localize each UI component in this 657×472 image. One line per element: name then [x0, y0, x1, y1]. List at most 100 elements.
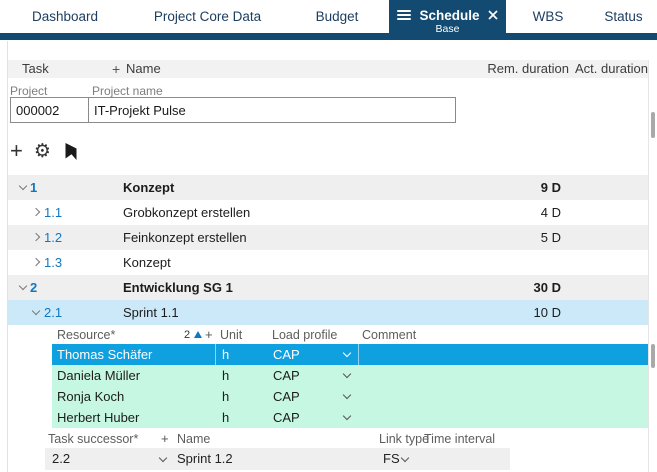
- schedule-window: Dashboard Project Core Data Budget WBS S…: [0, 0, 657, 472]
- task-number: 2.1: [44, 300, 62, 325]
- task-number: 2: [30, 275, 37, 300]
- task-rem-duration: 30 D: [534, 275, 561, 300]
- column-header-name[interactable]: Name: [126, 60, 161, 78]
- chevron-down-icon[interactable]: [19, 182, 27, 190]
- column-header-task-successor[interactable]: Task successor*: [48, 430, 138, 448]
- task-rem-duration: 9 D: [541, 175, 561, 200]
- task-name: Entwicklung SG 1: [123, 275, 233, 300]
- chevron-down-icon[interactable]: [343, 391, 351, 399]
- task-number: 1: [30, 175, 37, 200]
- resource-table-header: Resource* 2 + Unit Load profile Comment: [0, 326, 648, 344]
- task-row-1[interactable]: 1 Konzept 9 D: [8, 175, 648, 200]
- task-row-2[interactable]: 2 Entwicklung SG 1 30 D: [8, 275, 648, 300]
- column-header-load-profile[interactable]: Load profile: [272, 326, 337, 344]
- task-row-1-1[interactable]: 1.1 Grobkonzept erstellen 4 D: [8, 200, 648, 225]
- task-rem-duration: 4 D: [541, 200, 561, 225]
- successor-row[interactable]: 2.2 Sprint 1.2 FS: [45, 448, 510, 470]
- resource-load-profile: CAP: [273, 386, 300, 407]
- task-toolbar: + ⚙: [10, 138, 80, 164]
- bookmark-icon[interactable]: [62, 141, 80, 161]
- tab-dashboard[interactable]: Dashboard: [0, 0, 130, 33]
- tab-status[interactable]: Status: [590, 0, 657, 33]
- column-divider: [215, 344, 216, 365]
- column-header-time-interval[interactable]: Time interval: [424, 430, 495, 448]
- tab-underline: [0, 33, 657, 40]
- successor-table-header: Task successor* + Name Link type Time in…: [0, 430, 648, 448]
- project-name-field[interactable]: [89, 98, 455, 122]
- resource-unit: h: [222, 344, 229, 365]
- chevron-down-icon[interactable]: [19, 282, 27, 290]
- add-column-icon[interactable]: +: [112, 60, 120, 78]
- menu-icon[interactable]: [397, 10, 411, 20]
- project-id-field[interactable]: [11, 98, 89, 122]
- scrollbar-thumb[interactable]: [651, 112, 655, 138]
- task-number: 1.3: [44, 250, 62, 275]
- resource-name: Herbert Huber: [57, 407, 139, 428]
- task-name: Grobkonzept erstellen: [123, 200, 250, 225]
- sort-order-badge: 2: [184, 326, 190, 344]
- gear-icon[interactable]: ⚙: [34, 140, 51, 162]
- task-rem-duration: 10 D: [534, 300, 561, 325]
- task-name: Konzept: [123, 175, 174, 200]
- chevron-right-icon[interactable]: [32, 208, 40, 216]
- column-header-unit[interactable]: Unit: [220, 326, 242, 344]
- add-resource-icon[interactable]: +: [205, 326, 213, 344]
- resource-row[interactable]: Daniela Müller h CAP: [52, 365, 648, 386]
- resource-load-profile: CAP: [273, 344, 300, 365]
- add-successor-icon[interactable]: +: [161, 430, 169, 448]
- column-header-act-duration[interactable]: Act. duration: [575, 60, 648, 78]
- task-rem-duration: 5 D: [541, 225, 561, 250]
- resource-load-profile: CAP: [273, 365, 300, 386]
- scrollbar-thumb[interactable]: [651, 344, 655, 368]
- successor-task-number: 2.2: [52, 448, 70, 470]
- project-id-label: Project: [10, 84, 47, 98]
- tab-wbs[interactable]: WBS: [506, 0, 590, 33]
- close-icon[interactable]: [488, 10, 498, 20]
- task-name: Konzept: [123, 250, 171, 275]
- task-name: Sprint 1.1: [123, 300, 179, 325]
- tab-bar: Dashboard Project Core Data Budget WBS S…: [0, 0, 657, 33]
- tab-schedule-label: Schedule: [419, 8, 479, 23]
- column-header-link-type[interactable]: Link type: [379, 430, 429, 448]
- tab-project-core-data[interactable]: Project Core Data: [130, 0, 285, 33]
- column-header-comment[interactable]: Comment: [362, 326, 416, 344]
- resource-row[interactable]: Herbert Huber h CAP: [52, 407, 648, 428]
- column-header-rem-duration[interactable]: Rem. duration: [487, 60, 569, 78]
- task-row-2-1-selected[interactable]: 2.1 Sprint 1.1 10 D: [8, 300, 648, 325]
- sort-ascending-icon[interactable]: [194, 331, 202, 338]
- resource-unit: h: [222, 365, 229, 386]
- column-divider: [358, 344, 359, 365]
- column-header-resource[interactable]: Resource*: [57, 326, 115, 344]
- tab-budget[interactable]: Budget: [285, 0, 389, 33]
- resource-load-profile: CAP: [273, 407, 300, 428]
- tab-schedule[interactable]: Schedule Base: [389, 0, 506, 40]
- column-header-task[interactable]: Task: [22, 60, 49, 78]
- chevron-down-icon[interactable]: [401, 454, 409, 462]
- tab-schedule-sublabel: Base: [436, 23, 460, 35]
- scrollbar-track[interactable]: [648, 60, 649, 472]
- resource-name: Thomas Schäfer: [57, 344, 152, 365]
- task-table-header: Task + Name Rem. duration Act. duration: [8, 60, 648, 78]
- chevron-right-icon[interactable]: [32, 233, 40, 241]
- chevron-down-icon[interactable]: [343, 349, 351, 357]
- chevron-down-icon[interactable]: [32, 307, 40, 315]
- column-header-name[interactable]: Name: [177, 430, 210, 448]
- resource-name: Ronja Koch: [57, 386, 124, 407]
- chevron-down-icon[interactable]: [343, 370, 351, 378]
- project-name-label: Project name: [92, 84, 163, 98]
- resource-name: Daniela Müller: [57, 365, 140, 386]
- task-row-1-2[interactable]: 1.2 Feinkonzept erstellen 5 D: [8, 225, 648, 250]
- tab-schedule-header: Schedule: [397, 8, 497, 23]
- successor-link-type: FS: [383, 448, 400, 470]
- task-number: 1.2: [44, 225, 62, 250]
- task-name: Feinkonzept erstellen: [123, 225, 247, 250]
- resource-row[interactable]: Ronja Koch h CAP: [52, 386, 648, 407]
- chevron-down-icon[interactable]: [159, 454, 167, 462]
- chevron-down-icon[interactable]: [343, 412, 351, 420]
- resource-unit: h: [222, 386, 229, 407]
- chevron-right-icon[interactable]: [32, 258, 40, 266]
- project-field-group: [10, 97, 456, 123]
- add-task-icon[interactable]: +: [10, 140, 23, 162]
- resource-row-selected[interactable]: Thomas Schäfer h CAP: [52, 344, 648, 365]
- task-row-1-3[interactable]: 1.3 Konzept: [8, 250, 648, 275]
